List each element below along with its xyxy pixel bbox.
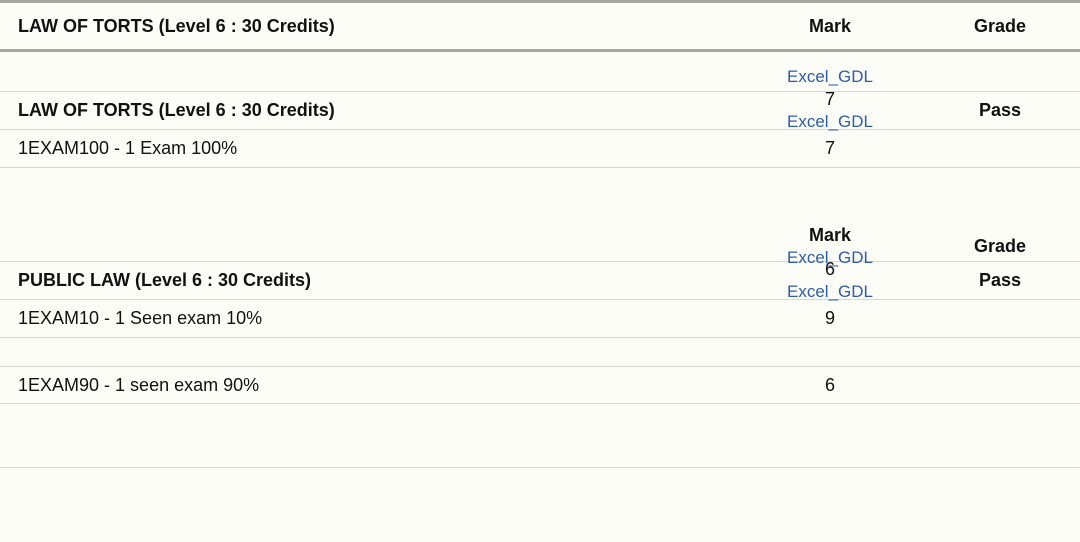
subject-mark: 7 bbox=[740, 89, 920, 111]
module-header-title: LAW OF TORTS (Level 6 : 30 Credits) bbox=[0, 16, 740, 37]
subject-title: LAW OF TORTS (Level 6 : 30 Credits) bbox=[0, 100, 740, 121]
column-header-grade: Grade bbox=[920, 236, 1080, 257]
subject-mark-cell: 6 Excel_GDL bbox=[740, 259, 920, 302]
component-mark: 6 bbox=[740, 375, 920, 396]
column-header-mark: Mark bbox=[740, 16, 920, 37]
component-title: 1EXAM100 - 1 Exam 100% bbox=[0, 138, 740, 159]
spacer bbox=[0, 168, 1080, 232]
subject-title: PUBLIC LAW (Level 6 : 30 Credits) bbox=[0, 270, 740, 291]
component-mark: 9 bbox=[740, 308, 920, 329]
column-header-grade: Grade bbox=[920, 16, 1080, 37]
component-title: 1EXAM90 - 1 seen exam 90% bbox=[0, 375, 740, 396]
excel-link-row: Excel_GDL bbox=[0, 62, 1080, 92]
spacer bbox=[0, 404, 1080, 468]
spacer bbox=[0, 52, 1080, 62]
subject-grade: Pass bbox=[920, 270, 1080, 291]
component-row: 1EXAM10 - 1 Seen exam 10% 9 bbox=[0, 300, 1080, 338]
module-header-row: LAW OF TORTS (Level 6 : 30 Credits) Mark… bbox=[0, 0, 1080, 52]
sub-header-row: Mark Excel_GDL Grade bbox=[0, 232, 1080, 262]
component-row: 1EXAM100 - 1 Exam 100% 7 bbox=[0, 130, 1080, 168]
subject-mark-cell: 7 Excel_GDL bbox=[740, 89, 920, 132]
spacer bbox=[0, 338, 1080, 366]
component-title: 1EXAM10 - 1 Seen exam 10% bbox=[0, 308, 740, 329]
component-row: 1EXAM90 - 1 seen exam 90% 6 bbox=[0, 366, 1080, 404]
results-sheet: LAW OF TORTS (Level 6 : 30 Credits) Mark… bbox=[0, 0, 1080, 468]
subject-row: LAW OF TORTS (Level 6 : 30 Credits) 7 Ex… bbox=[0, 92, 1080, 130]
column-header-mark: Mark bbox=[740, 225, 920, 247]
subject-mark: 6 bbox=[740, 259, 920, 281]
component-mark: 7 bbox=[740, 138, 920, 159]
excel-link[interactable]: Excel_GDL bbox=[787, 282, 873, 301]
subject-grade: Pass bbox=[920, 100, 1080, 121]
excel-link[interactable]: Excel_GDL bbox=[787, 67, 873, 86]
excel-link[interactable]: Excel_GDL bbox=[787, 112, 873, 131]
subject-row: PUBLIC LAW (Level 6 : 30 Credits) 6 Exce… bbox=[0, 262, 1080, 300]
